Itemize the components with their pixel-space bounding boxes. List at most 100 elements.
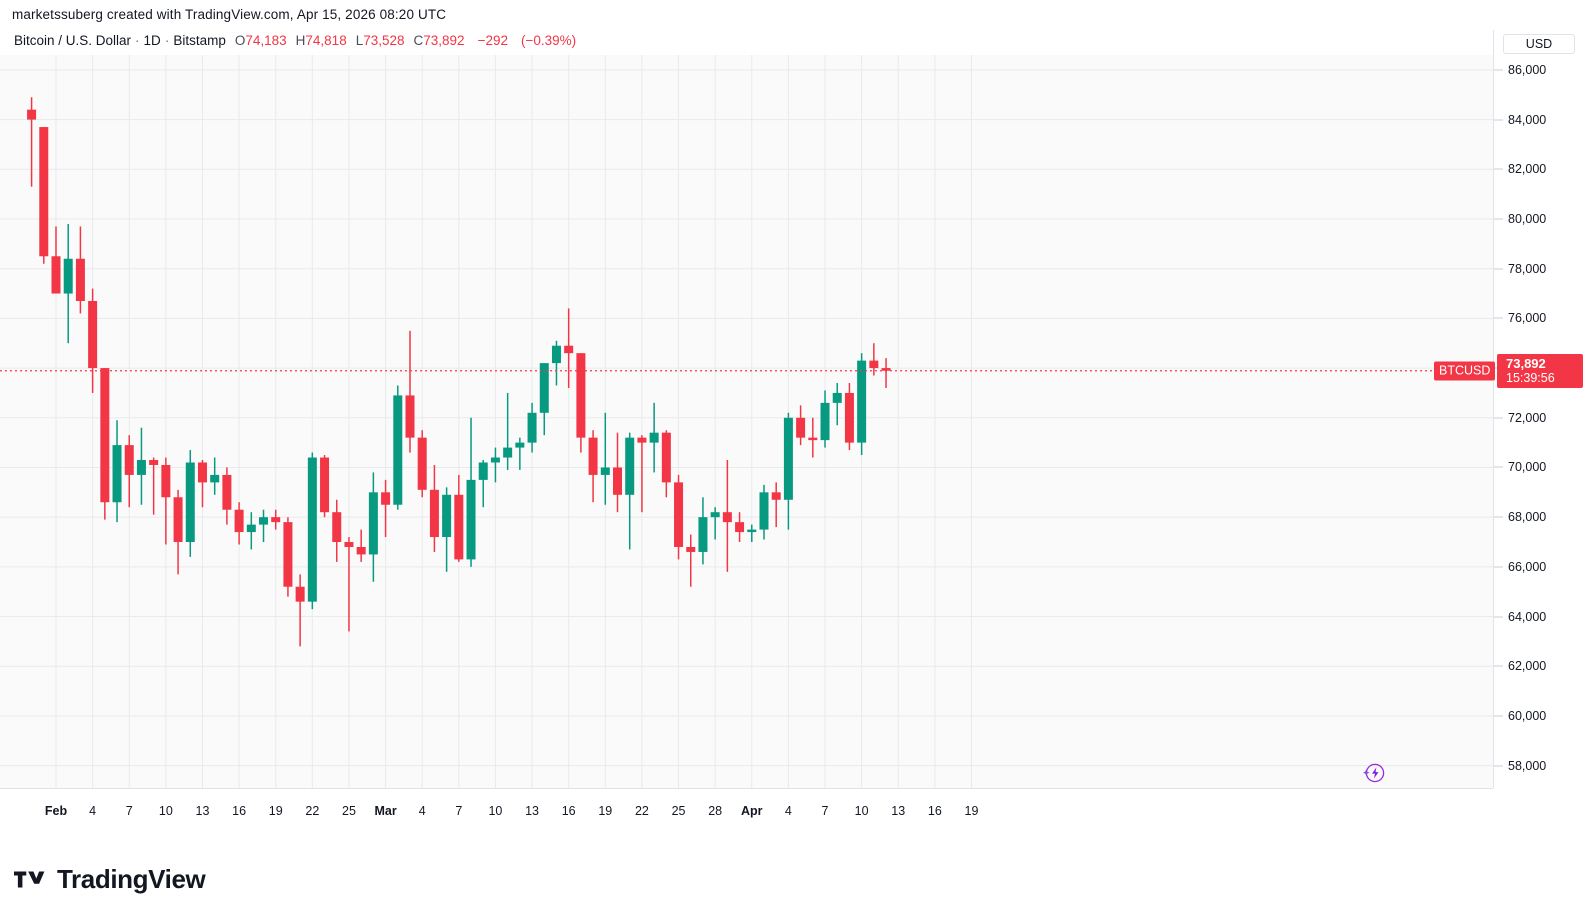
- candle-body: [722, 512, 732, 523]
- legend-exchange[interactable]: Bitstamp: [173, 33, 226, 48]
- candle-body: [698, 517, 708, 552]
- candle-body: [393, 395, 403, 505]
- candle-body: [808, 437, 818, 441]
- price-tick-dash: [1494, 566, 1503, 568]
- time-tick-label: Apr: [741, 804, 763, 818]
- lightning-bolt-icon[interactable]: [1360, 760, 1386, 786]
- candle-body: [271, 517, 281, 523]
- legend-low-prefix: L: [355, 33, 364, 48]
- price-tick-label: 76,000: [1508, 311, 1547, 326]
- legend-open-value: 74,183: [245, 33, 287, 48]
- candle-body: [661, 432, 671, 483]
- candle-body: [869, 360, 879, 369]
- price-axis[interactable]: USD 86,000 84,000 82,000 80,000 78,000 76,000…: [1493, 30, 1587, 788]
- candle-body: [747, 529, 757, 533]
- time-tick-label: 28: [708, 804, 723, 818]
- legend-low-value: 73,528: [363, 33, 405, 48]
- chart-legend: Bitcoin / U.S. Dollar · 1D · Bitstamp O7…: [14, 33, 576, 48]
- time-tick-label: 19: [964, 804, 979, 818]
- candle-body: [51, 256, 61, 294]
- footer: TradingView: [0, 822, 1587, 917]
- candle-body: [381, 492, 391, 505]
- time-tick-label: 7: [455, 804, 463, 818]
- candle-body: [259, 517, 269, 525]
- candle-body: [368, 492, 378, 555]
- price-tick-dash: [1494, 417, 1503, 419]
- candle-body: [39, 127, 49, 257]
- legend-symbol-name[interactable]: Bitcoin / U.S. Dollar: [14, 33, 132, 48]
- candle-body: [246, 524, 256, 533]
- price-tick-dash: [1494, 268, 1503, 270]
- candle-body: [478, 462, 488, 480]
- currency-label: USD: [1503, 34, 1575, 54]
- time-tick-label: 16: [561, 804, 576, 818]
- time-tick-label: 16: [232, 804, 247, 818]
- price-tick-label: 84,000: [1508, 112, 1547, 127]
- price-tick-label: 80,000: [1508, 211, 1547, 226]
- time-tick-label: 4: [784, 804, 792, 818]
- candle-body: [149, 460, 159, 465]
- time-tick-label: 4: [89, 804, 97, 818]
- legend-close-value: 73,892: [423, 33, 465, 48]
- candle-body: [210, 474, 220, 483]
- legend-high-value: 74,818: [305, 33, 347, 48]
- legend-ohlc-values: O74,183 H74,818 L73,528 C73,892 −292 (−0…: [235, 33, 576, 48]
- legend-open: O74,183: [235, 33, 287, 48]
- time-tick-label: 22: [634, 804, 649, 818]
- legend-separator-1: ·: [135, 33, 140, 48]
- time-tick-label: 7: [821, 804, 829, 818]
- candle-body: [515, 442, 525, 448]
- time-tick-label: 10: [488, 804, 503, 818]
- legend-change-percent: (−0.39%): [520, 33, 577, 48]
- candle-body: [100, 368, 110, 503]
- time-tick-label: 10: [158, 804, 173, 818]
- candle-body: [442, 494, 452, 538]
- time-tick-label: 19: [268, 804, 283, 818]
- candlestick-plot[interactable]: [0, 55, 1493, 788]
- price-tick-dash: [1494, 665, 1503, 667]
- price-chart-pane[interactable]: [0, 55, 1493, 788]
- candle-body: [197, 462, 207, 483]
- price-tick-label: 66,000: [1508, 559, 1547, 574]
- tradingview-logo[interactable]: TradingView: [14, 864, 206, 895]
- candle-body: [613, 467, 623, 495]
- candle-body: [686, 546, 696, 552]
- price-tick-label: 68,000: [1508, 510, 1547, 525]
- candle-body: [551, 345, 561, 364]
- legend-high: H74,818: [296, 33, 347, 48]
- candle-body: [429, 489, 439, 538]
- candle-body: [454, 494, 464, 560]
- legend-close-prefix: C: [413, 33, 424, 48]
- time-tick-label: 25: [342, 804, 356, 818]
- candle-body: [649, 432, 659, 443]
- tradingview-wordmark: TradingView: [57, 864, 206, 894]
- candle-body: [344, 542, 354, 547]
- candle-body: [857, 360, 867, 443]
- candle-body: [185, 462, 195, 543]
- time-tick-label: 16: [927, 804, 942, 818]
- price-tick-dash: [1494, 715, 1503, 717]
- price-tick-dash: [1494, 466, 1503, 468]
- legend-high-prefix: H: [295, 33, 306, 48]
- price-tick-label: 62,000: [1508, 659, 1547, 674]
- candle-body: [844, 392, 854, 443]
- candle-body: [75, 258, 85, 301]
- candle-body: [27, 109, 37, 120]
- candle-body: [173, 497, 183, 543]
- candle-body: [625, 437, 635, 495]
- candle-body: [307, 457, 317, 602]
- candle-body: [295, 586, 305, 602]
- candle-body: [222, 474, 232, 510]
- candle-body: [112, 445, 122, 503]
- legend-change: −292: [477, 33, 508, 48]
- price-tick-dash: [1494, 616, 1503, 618]
- bar-countdown: 15:39:56: [1506, 370, 1555, 385]
- candle-body: [405, 395, 415, 438]
- time-tick-label: 13: [525, 804, 539, 818]
- candle-body: [881, 368, 891, 371]
- time-axis[interactable]: Feb 4 7 10 13 16 19 22 25 Mar 4 7 10 13 16 19 22 25 28 Apr 4…: [0, 788, 1493, 822]
- candle-body: [735, 522, 745, 533]
- candle-body: [356, 546, 366, 555]
- candle-body: [136, 460, 146, 475]
- legend-interval[interactable]: 1D: [143, 33, 161, 48]
